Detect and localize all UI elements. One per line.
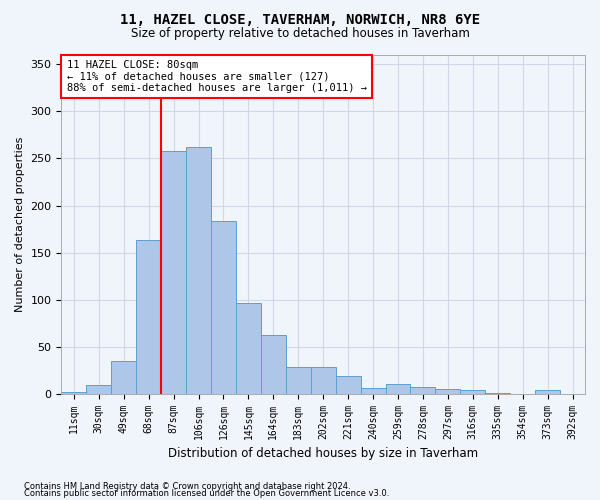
Text: 11, HAZEL CLOSE, TAVERHAM, NORWICH, NR8 6YE: 11, HAZEL CLOSE, TAVERHAM, NORWICH, NR8 …: [120, 12, 480, 26]
Text: Size of property relative to detached houses in Taverham: Size of property relative to detached ho…: [131, 28, 469, 40]
Bar: [436, 389, 460, 394]
Text: 11 HAZEL CLOSE: 80sqm
← 11% of detached houses are smaller (127)
88% of semi-det: 11 HAZEL CLOSE: 80sqm ← 11% of detached …: [67, 60, 367, 94]
Bar: [361, 388, 386, 394]
Bar: [111, 361, 136, 394]
Bar: [335, 376, 361, 394]
Bar: [286, 368, 311, 394]
Bar: [460, 390, 485, 394]
Bar: [136, 240, 161, 394]
Bar: [236, 304, 261, 394]
Bar: [410, 387, 436, 394]
Bar: [61, 392, 86, 394]
Text: Contains public sector information licensed under the Open Government Licence v3: Contains public sector information licen…: [24, 489, 389, 498]
Bar: [211, 220, 236, 394]
Bar: [86, 385, 111, 394]
Bar: [186, 147, 211, 394]
Bar: [535, 390, 560, 394]
Text: Contains HM Land Registry data © Crown copyright and database right 2024.: Contains HM Land Registry data © Crown c…: [24, 482, 350, 491]
Bar: [386, 384, 410, 394]
Bar: [485, 393, 510, 394]
Bar: [161, 151, 186, 394]
Y-axis label: Number of detached properties: Number of detached properties: [15, 136, 25, 312]
Bar: [261, 336, 286, 394]
Bar: [311, 368, 335, 394]
X-axis label: Distribution of detached houses by size in Taverham: Distribution of detached houses by size …: [168, 447, 478, 460]
